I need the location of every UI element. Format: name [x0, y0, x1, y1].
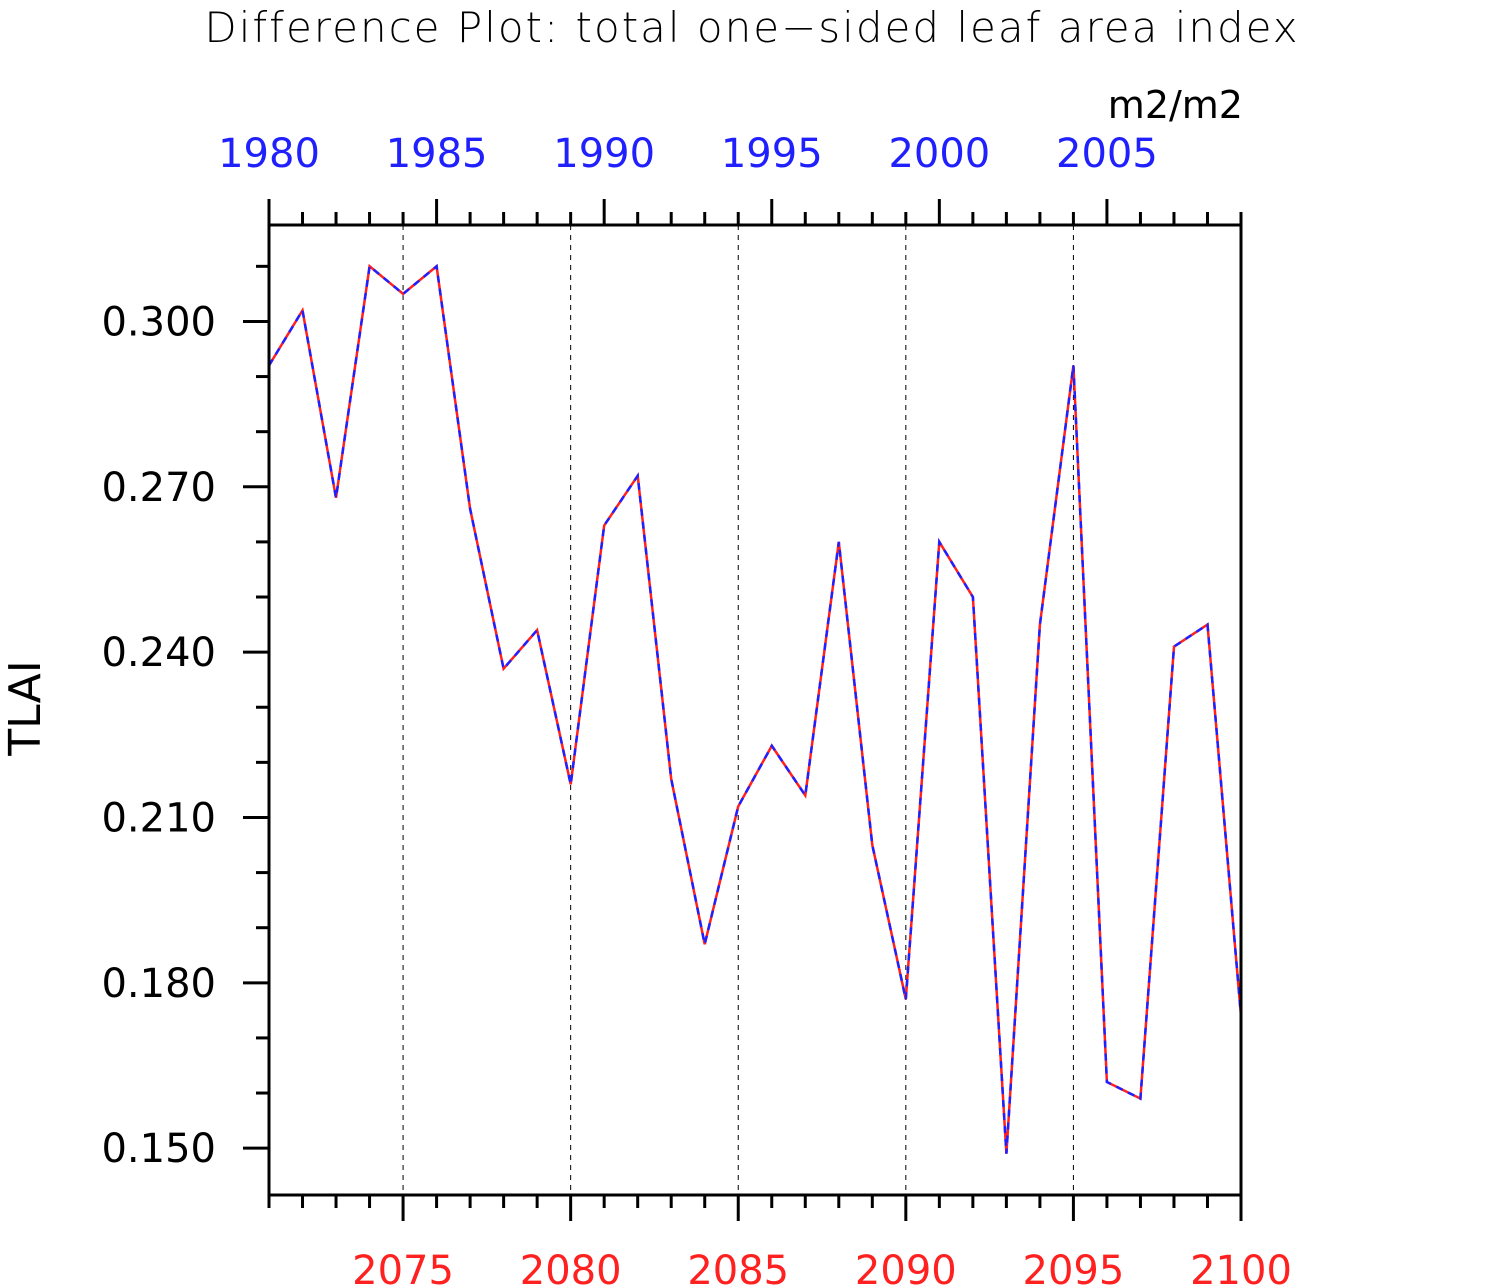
- y-tick-label: 0.150: [101, 1126, 216, 1172]
- x-bottom-axis: 2075 2080 2085 2090 2095 2100: [267, 1195, 1292, 1286]
- x-bottom-tick-label: 2100: [1190, 1248, 1292, 1286]
- grid-lines: [402, 225, 1074, 1195]
- y-axis: 0.150 0.180 0.210 0.240 0.270 0.300: [101, 264, 269, 1172]
- series-line: [267, 263, 1243, 1154]
- x-top-tick-label: 2000: [888, 131, 990, 177]
- y-tick-label: 0.300: [101, 299, 216, 345]
- x-bottom-tick-label: 2090: [855, 1248, 957, 1286]
- x-top-axis: 1980 1985 1990 1995 2000 2005: [218, 131, 1243, 225]
- x-top-tick-label: 1985: [386, 131, 488, 177]
- y-tick-label: 0.240: [101, 630, 216, 676]
- plot-frame: [267, 223, 1243, 1197]
- x-bottom-tick-label: 2080: [520, 1248, 622, 1286]
- x-bottom-tick-label: 2095: [1023, 1248, 1125, 1286]
- y-tick-label: 0.180: [101, 961, 216, 1007]
- series-line-dashed: [267, 263, 1243, 1154]
- x-top-tick-label: 2005: [1056, 131, 1158, 177]
- x-top-tick-label: 1990: [553, 131, 655, 177]
- x-bottom-tick-label: 2085: [687, 1248, 789, 1286]
- x-top-tick-label: 1995: [721, 131, 823, 177]
- chart-title: Difference Plot: total one−sided leaf ar…: [204, 3, 1299, 52]
- y-tick-label: 0.270: [101, 465, 216, 511]
- data-series: [267, 263, 1243, 1154]
- x-bottom-tick-label: 2075: [352, 1248, 454, 1286]
- y-axis-label: TLAI: [0, 660, 51, 756]
- units-label: m2/m2: [1108, 83, 1243, 127]
- x-top-tick-label: 1980: [218, 131, 320, 177]
- y-tick-label: 0.210: [101, 795, 216, 841]
